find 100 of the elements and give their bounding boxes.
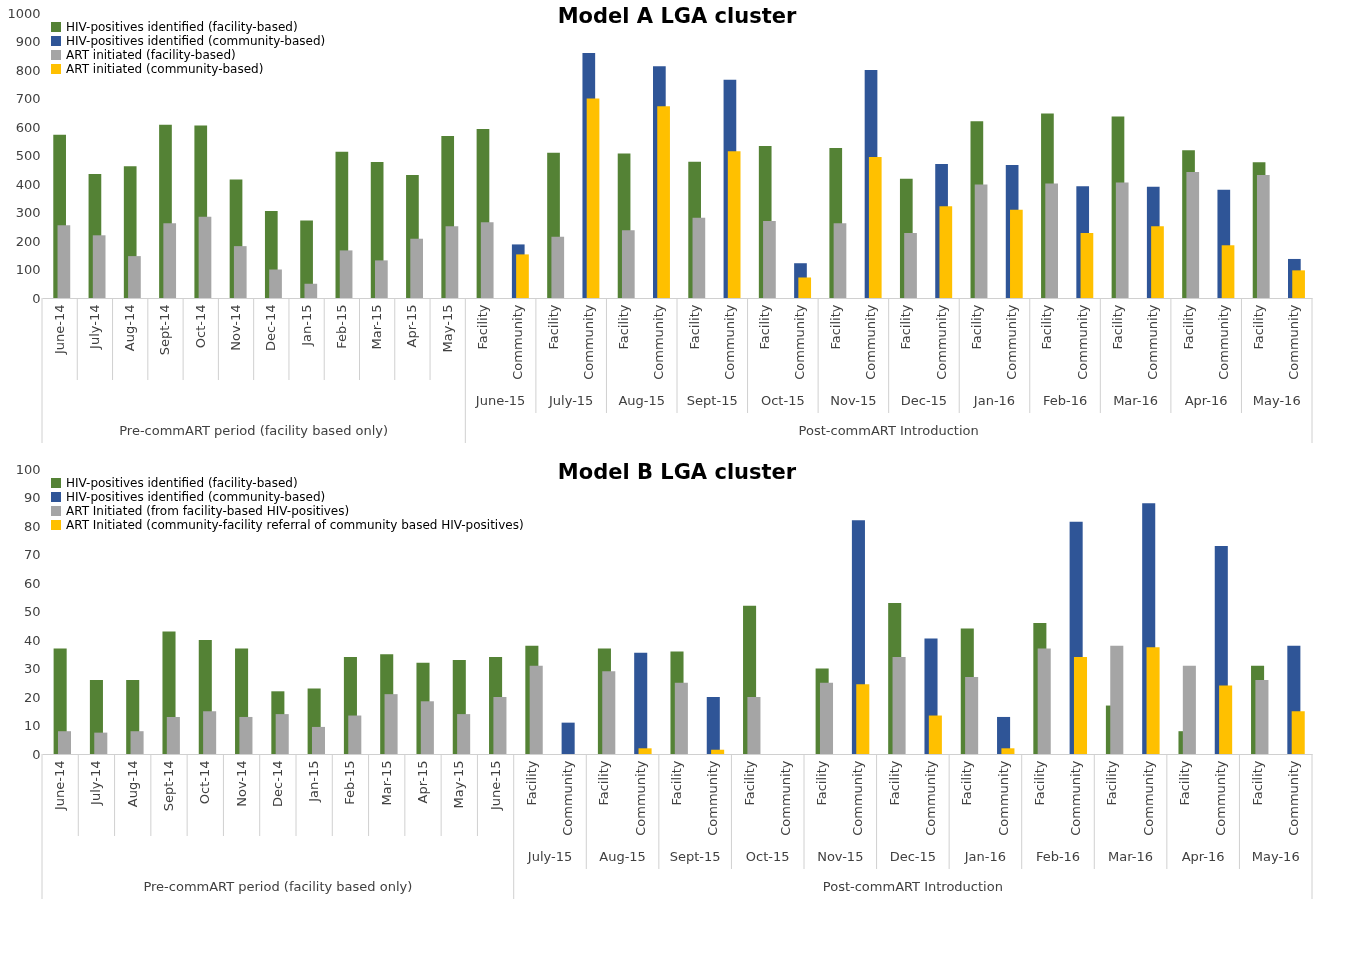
- bar: [375, 260, 388, 298]
- x-tick-label: Community: [1215, 304, 1231, 380]
- bar: [833, 223, 847, 298]
- text: Nov-15: [830, 393, 877, 408]
- legend-label: HIV-positives identified (facility-based): [66, 476, 298, 490]
- text: Pre-commART period (facility based only): [143, 879, 413, 894]
- text: July-15: [547, 393, 594, 408]
- x-tick-label: Facility: [968, 304, 984, 350]
- bar: [1221, 245, 1235, 298]
- bar: [1186, 172, 1200, 298]
- y-tick-label: 30: [23, 661, 41, 676]
- x-tick-label: Oct-14: [197, 760, 213, 805]
- x-tick-label: June-15: [487, 760, 503, 812]
- y-tick-label: 800: [15, 62, 41, 78]
- text: Jan-16: [963, 849, 1007, 864]
- text: Feb-16: [1035, 849, 1081, 864]
- bar: [634, 652, 648, 754]
- x-tick-label: Sept-14: [161, 760, 176, 812]
- text: Sept-15: [669, 849, 721, 864]
- bar: [551, 236, 565, 298]
- bar: [1146, 647, 1160, 754]
- text: Dec-15: [889, 849, 937, 864]
- x-tick-label: Aug-14: [124, 760, 140, 808]
- x-tick-label: Community: [933, 304, 949, 380]
- x-tick-label: Community: [721, 304, 737, 380]
- text: Nov-15: [817, 849, 864, 864]
- bar: [674, 682, 688, 754]
- bar: [727, 151, 741, 298]
- x-tick-label: June-14: [51, 304, 67, 356]
- text: Apr-16: [1184, 393, 1228, 408]
- legend-label: ART Initiated (community-facility referral of community based HIV-positives): [66, 518, 524, 532]
- text: July-15: [526, 849, 573, 864]
- y-tick-label: 10: [23, 718, 41, 733]
- bar: [586, 98, 600, 298]
- bar: [868, 156, 882, 298]
- bar: [856, 684, 870, 754]
- bar: [493, 697, 507, 754]
- x-tick-label: Community: [1068, 760, 1084, 836]
- x-tick-label: Apr-15: [404, 304, 420, 348]
- text: Aug-15: [599, 849, 646, 864]
- bar: [706, 697, 720, 754]
- x-tick-label: Sept-14: [157, 304, 173, 356]
- x-tick-label: Community: [651, 304, 667, 380]
- bar: [233, 246, 247, 298]
- text: June-15: [474, 393, 526, 408]
- bar: [1037, 648, 1051, 754]
- x-tick-label: Community: [580, 304, 596, 380]
- bar: [1045, 183, 1058, 298]
- bar: [92, 235, 106, 298]
- x-tick-label: Facility: [1249, 760, 1265, 806]
- x-tick-label: Facility: [1031, 760, 1047, 806]
- x-tick-label: Facility: [1104, 760, 1120, 806]
- bar: [904, 233, 917, 298]
- x-tick-label: June-14: [52, 760, 68, 812]
- bar: [692, 217, 706, 298]
- text: Sept-15: [686, 393, 738, 408]
- x-tick-label: Community: [632, 760, 648, 836]
- x-tick-label: Community: [1004, 304, 1020, 380]
- legend-label: ART initiated (facility-based): [66, 48, 236, 62]
- x-tick-label: Nov-14: [228, 304, 244, 351]
- x-tick-label: Community: [863, 304, 879, 380]
- legend-label: HIV-positives identified (facility-based): [66, 20, 298, 34]
- bar: [928, 715, 942, 754]
- y-tick-label: 80: [23, 518, 41, 534]
- bar: [339, 250, 353, 298]
- text: May-16: [1251, 849, 1300, 864]
- bar: [384, 694, 398, 754]
- x-tick-label: Feb-15: [333, 304, 349, 349]
- x-tick-label: Community: [560, 760, 576, 836]
- bar: [1001, 748, 1015, 754]
- bar: [1115, 182, 1129, 298]
- bar: [747, 697, 761, 754]
- bar: [763, 221, 776, 298]
- bar: [269, 269, 282, 298]
- text: Post-commART Introduction: [822, 879, 1003, 894]
- x-tick-label: Community: [1213, 760, 1229, 836]
- bar: [203, 711, 217, 754]
- bar: [128, 256, 141, 298]
- bar: [1110, 645, 1124, 754]
- x-tick-label: Facility: [523, 760, 539, 806]
- x-tick-label: Community: [1074, 304, 1090, 380]
- x-tick-label: Facility: [741, 760, 757, 806]
- bar: [304, 283, 318, 298]
- bar: [1151, 226, 1164, 298]
- x-tick-label: May-15: [439, 304, 455, 353]
- x-tick-label: Facility: [669, 760, 684, 806]
- bar: [939, 206, 953, 298]
- bar: [239, 716, 253, 754]
- y-tick-label: 0: [32, 746, 41, 762]
- x-tick-label: Facility: [596, 760, 612, 806]
- bar: [1080, 233, 1094, 298]
- y-tick-label: 50: [23, 604, 41, 619]
- bar: [57, 225, 71, 298]
- bar: [445, 226, 459, 298]
- y-tick-label: 40: [23, 632, 41, 648]
- bar: [1073, 657, 1088, 754]
- x-tick-label: Nov-14: [233, 760, 249, 807]
- bar: [275, 714, 289, 754]
- text: Oct-15: [760, 393, 805, 408]
- x-tick-label: Facility: [959, 760, 975, 806]
